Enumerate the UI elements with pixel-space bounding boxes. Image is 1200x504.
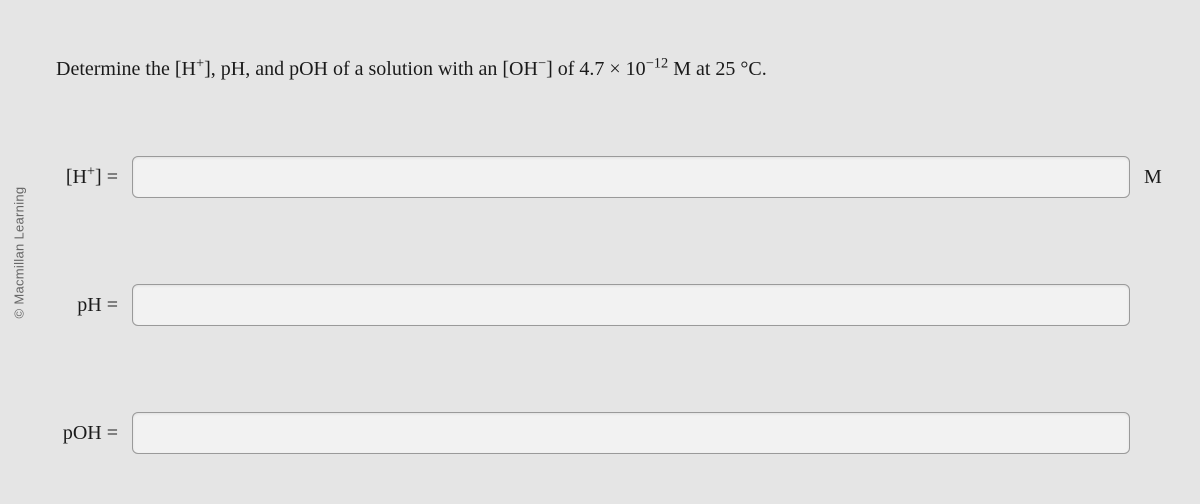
question-h-sup: + — [196, 55, 204, 71]
question-prefix: Determine the — [56, 58, 175, 80]
poh-input[interactable] — [132, 412, 1130, 454]
question-content: Determine the [H+], pH, and pOH of a sol… — [38, 0, 1200, 504]
question-oh-open: [OH — [502, 58, 538, 80]
poh-label: pOH = — [56, 422, 122, 445]
h-concentration-input[interactable] — [132, 156, 1130, 198]
ph-input[interactable] — [132, 284, 1130, 326]
copyright-sidebar: © Macmillan Learning — [0, 0, 38, 504]
question-oh-close: ] — [546, 58, 553, 80]
question-mid2: of 4.7 × 10 — [553, 58, 646, 80]
h-concentration-row: [H+] = M — [56, 156, 1170, 198]
question-h-close: ] — [204, 58, 211, 80]
h-concentration-label: [H+] = — [56, 166, 122, 189]
question-h-open: [H — [175, 58, 196, 80]
ph-row: pH = — [56, 284, 1170, 326]
question-mid1: , pH, and pOH of a solution with an — [211, 58, 503, 80]
h-label-sup: + — [87, 163, 95, 179]
question-exp: −12 — [646, 55, 669, 71]
question-suffix: M at 25 °C. — [668, 58, 767, 80]
h-unit-label: M — [1144, 166, 1170, 189]
h-label-close: ] = — [95, 166, 118, 188]
copyright-text: © Macmillan Learning — [12, 186, 27, 318]
ph-label: pH = — [56, 294, 122, 317]
question-text: Determine the [H+], pH, and pOH of a sol… — [56, 55, 1170, 84]
h-label-open: [H — [66, 166, 87, 188]
poh-row: pOH = — [56, 412, 1170, 454]
question-oh-sup: − — [538, 55, 546, 71]
